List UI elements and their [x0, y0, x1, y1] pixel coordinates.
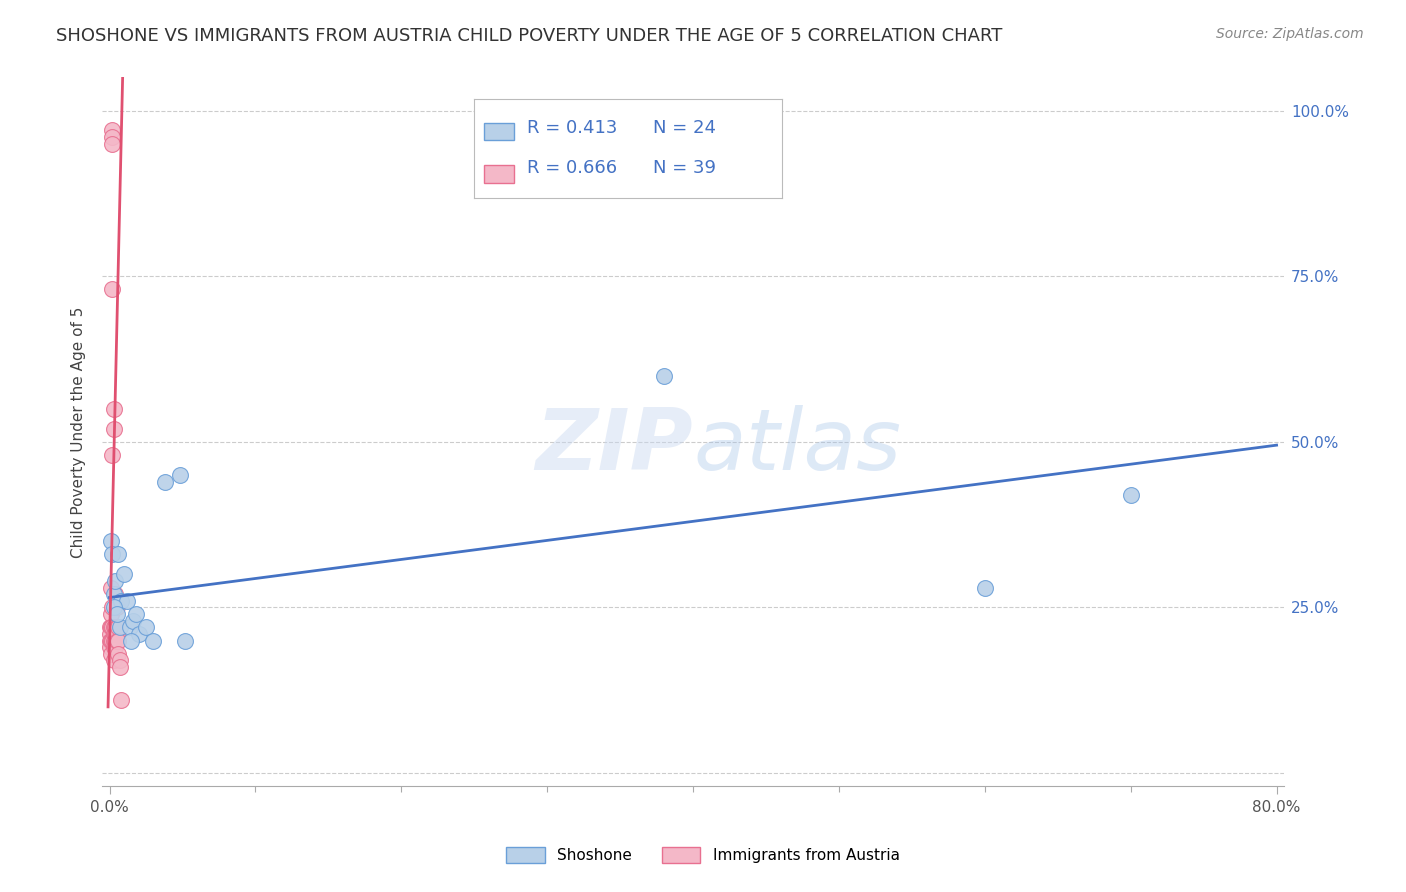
Point [105, 607, 128, 621]
Point [103, 421, 125, 435]
Y-axis label: Child Poverty Under the Age of 5: Child Poverty Under the Age of 5 [72, 306, 86, 558]
Point [103, 640, 125, 655]
Point [107, 548, 129, 562]
Point [100, 633, 122, 648]
Point [100, 607, 122, 621]
Point [101, 283, 124, 297]
Point [103, 653, 125, 667]
Point [1119, 488, 1142, 502]
Point [101, 633, 124, 648]
Point [100, 647, 122, 661]
Point [105, 633, 128, 648]
Point [103, 633, 125, 648]
Point [101, 130, 124, 145]
Point [107, 620, 129, 634]
Point [652, 368, 675, 383]
Text: Source: ZipAtlas.com: Source: ZipAtlas.com [1216, 27, 1364, 41]
Point [104, 620, 127, 634]
Point [110, 693, 132, 707]
Point [98, 620, 121, 634]
Point [153, 475, 176, 489]
Point [135, 620, 157, 634]
Point [105, 627, 128, 641]
Legend: Shoshone, Immigrants from Austria: Shoshone, Immigrants from Austria [499, 839, 907, 871]
Point [104, 633, 127, 648]
Point [104, 587, 127, 601]
Point [98, 627, 121, 641]
Point [115, 594, 138, 608]
Point [101, 123, 124, 137]
Point [107, 633, 129, 648]
Point [142, 633, 165, 648]
Point [101, 600, 124, 615]
Point [105, 620, 128, 634]
Point [103, 401, 125, 416]
Point [118, 620, 141, 634]
Point [101, 136, 124, 151]
Point [107, 647, 129, 661]
Point [174, 633, 197, 648]
Text: atlas: atlas [693, 405, 901, 488]
Point [104, 627, 127, 641]
Point [169, 467, 191, 482]
Point [112, 567, 135, 582]
Point [128, 627, 150, 641]
Point [110, 594, 132, 608]
Point [98, 640, 121, 655]
Point [103, 627, 125, 641]
Point [108, 660, 131, 674]
Point [104, 640, 127, 655]
Text: ZIP: ZIP [536, 405, 693, 488]
Point [108, 620, 131, 634]
Point [100, 581, 122, 595]
Point [103, 620, 125, 634]
Point [101, 548, 124, 562]
Point [98, 633, 121, 648]
Point [100, 620, 122, 634]
Point [100, 534, 122, 549]
Point [105, 600, 128, 615]
Point [101, 620, 124, 634]
Point [973, 581, 995, 595]
Text: SHOSHONE VS IMMIGRANTS FROM AUSTRIA CHILD POVERTY UNDER THE AGE OF 5 CORRELATION: SHOSHONE VS IMMIGRANTS FROM AUSTRIA CHIL… [56, 27, 1002, 45]
Point [120, 633, 142, 648]
Point [103, 600, 125, 615]
Point [108, 653, 131, 667]
Point [101, 448, 124, 462]
Point [103, 587, 125, 601]
Point [104, 574, 127, 588]
Point [125, 607, 148, 621]
Point [121, 614, 143, 628]
